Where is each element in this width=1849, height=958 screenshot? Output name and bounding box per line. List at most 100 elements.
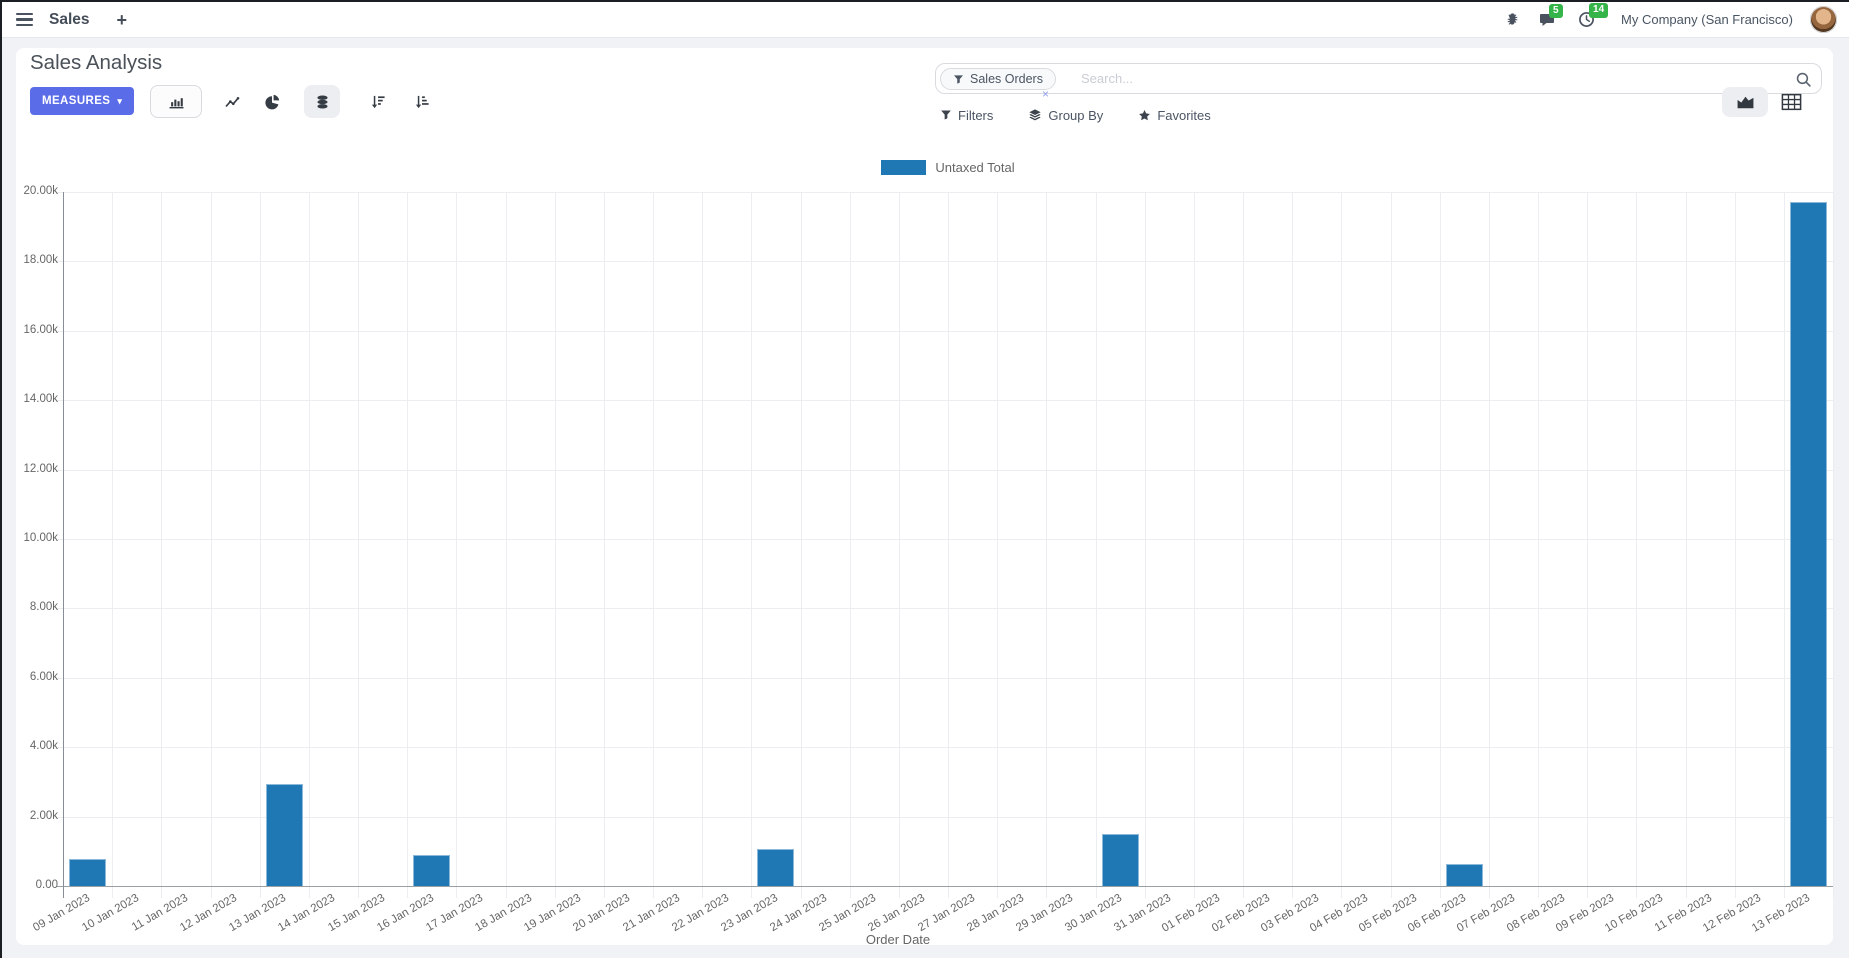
content-card: Sales Analysis Sales Orders × MEASURES ▾	[16, 48, 1834, 947]
y-tick-label: 4.00k	[29, 740, 58, 753]
y-tick-label: 2.00k	[29, 809, 58, 822]
favorites-button[interactable]: Favorites	[1138, 108, 1211, 123]
company-switcher[interactable]: My Company (San Francisco)	[1621, 12, 1793, 27]
window-edge-left	[0, 0, 2, 958]
x-grid-line	[1833, 192, 1834, 898]
sort-descending-button[interactable]	[361, 85, 395, 118]
search-input[interactable]	[1081, 64, 1661, 93]
x-grid-line	[259, 192, 261, 898]
x-grid-line	[1243, 192, 1244, 898]
x-grid-line	[210, 192, 212, 898]
search-facet-label: Sales Orders	[970, 72, 1043, 86]
activities-button[interactable]	[1578, 11, 1595, 28]
bar[interactable]	[265, 784, 303, 886]
x-axis-title: Order Date	[865, 932, 931, 947]
apps-menu-button[interactable]	[14, 11, 35, 28]
layers-icon	[1029, 109, 1042, 121]
x-grid-line	[603, 192, 605, 898]
x-grid-line	[1095, 192, 1097, 898]
measures-button[interactable]: MEASURES ▾	[30, 87, 135, 115]
hamburger-icon	[16, 12, 33, 27]
chart-type-toolbar	[150, 85, 439, 118]
x-grid-line	[1292, 192, 1294, 898]
y-axis-line	[63, 192, 64, 898]
new-tab-button[interactable]: +	[116, 9, 128, 30]
bar[interactable]	[1789, 202, 1827, 886]
app-name[interactable]: Sales	[49, 10, 90, 28]
group-by-label: Group By	[1048, 107, 1104, 123]
search-bar[interactable]: Sales Orders ×	[935, 63, 1822, 101]
measures-label: MEASURES	[42, 95, 111, 107]
bar[interactable]	[757, 848, 795, 886]
pie-chart-icon	[265, 94, 280, 109]
x-grid-line	[1538, 192, 1539, 898]
user-avatar[interactable]	[1810, 6, 1837, 33]
y-tick-label: 20.00k	[23, 185, 58, 197]
activities-count-badge: 14	[1589, 3, 1609, 18]
x-grid-line	[554, 192, 556, 898]
star-icon	[1139, 109, 1151, 120]
top-navbar: Sales + 5 14 My Company (San Francisco)	[2, 2, 1849, 38]
bar[interactable]	[69, 858, 107, 886]
y-tick-label: 6.00k	[29, 670, 58, 683]
navbar-systray: 5 14 My Company (San Francisco)	[1505, 3, 1837, 33]
facet-remove-button[interactable]: ×	[1042, 87, 1050, 101]
x-grid-line	[1341, 192, 1343, 898]
x-grid-line	[1439, 192, 1441, 898]
debug-bug-button[interactable]	[1505, 12, 1520, 27]
y-tick-label: 14.00k	[23, 393, 58, 406]
y-tick-label: 10.00k	[23, 532, 58, 544]
messages-systray: 5	[1538, 3, 1563, 28]
x-grid-line	[1587, 192, 1589, 898]
y-grid-line	[57, 330, 1833, 332]
sort-desc-icon	[371, 95, 385, 108]
y-grid-line	[57, 886, 1833, 887]
sort-ascending-button[interactable]	[405, 85, 439, 118]
bar[interactable]	[413, 854, 451, 886]
pivot-grid-icon	[1781, 93, 1802, 111]
y-tick-label: 16.00k	[23, 323, 58, 336]
filter-funnel-icon	[941, 110, 951, 120]
search-options-bar: Filters Group By Favorites	[940, 103, 1211, 127]
bar-chart-icon	[169, 97, 183, 108]
x-grid-line	[1488, 192, 1490, 898]
x-grid-line	[653, 192, 654, 898]
caret-down-icon: ▾	[117, 95, 123, 106]
pivot-view-button[interactable]	[1781, 93, 1802, 111]
x-grid-line	[1636, 192, 1638, 898]
x-grid-line	[505, 192, 507, 898]
bar[interactable]	[1445, 863, 1483, 886]
group-by-button[interactable]: Group By	[1028, 108, 1103, 123]
y-grid-line	[57, 261, 1833, 263]
y-tick-label: 18.00k	[23, 254, 58, 267]
y-tick-label: 0.00	[35, 879, 58, 891]
y-grid-line	[57, 539, 1833, 540]
search-icon[interactable]	[1795, 71, 1812, 93]
y-grid-line	[57, 608, 1833, 610]
x-grid-line	[948, 192, 949, 898]
x-grid-line	[1390, 192, 1392, 898]
stacked-toggle-button[interactable]	[304, 85, 340, 118]
search-facet-sales-orders[interactable]: Sales Orders	[940, 68, 1056, 90]
y-grid-line	[57, 469, 1833, 471]
filter-funnel-icon	[954, 74, 963, 84]
x-grid-line	[407, 192, 409, 898]
area-chart-icon	[1736, 96, 1754, 108]
filters-button[interactable]: Filters	[940, 108, 993, 123]
y-grid-line	[57, 747, 1833, 749]
messages-count-badge: 5	[1549, 3, 1563, 18]
line-chart-button[interactable]	[215, 85, 249, 118]
y-grid-line	[57, 816, 1833, 818]
x-grid-line	[1144, 192, 1146, 898]
bar[interactable]	[1101, 833, 1139, 886]
x-grid-line	[1685, 192, 1687, 898]
legend-label: Untaxed Total	[935, 160, 1015, 175]
sort-asc-icon	[415, 95, 429, 108]
bar-chart-button[interactable]	[150, 85, 202, 118]
graph-view-button[interactable]	[1722, 87, 1768, 117]
chart-legend[interactable]: Untaxed Total	[63, 160, 1833, 175]
x-grid-line	[1046, 192, 1048, 898]
bug-icon	[1507, 13, 1518, 25]
pie-chart-button[interactable]	[255, 85, 289, 118]
